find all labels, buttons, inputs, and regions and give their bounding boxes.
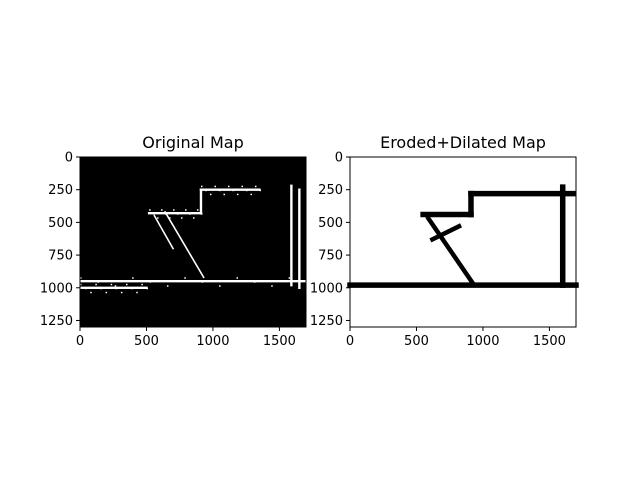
original-map-ytick-label: 1250 bbox=[40, 314, 73, 329]
original-map-speckle bbox=[250, 193, 252, 196]
panel-original-map: 0 500 1000 1500 0 250 500 750 1000 1250 Original M… bbox=[40, 133, 308, 349]
eroded-dilated-map-xtick-label: 500 bbox=[404, 334, 429, 349]
original-map-speckle bbox=[131, 287, 133, 290]
original-map-ytick-label: 750 bbox=[48, 249, 73, 264]
original-map-speckle bbox=[114, 285, 117, 287]
original-map-speckle bbox=[236, 277, 238, 279]
eroded-dilated-map-xtick-label: 0 bbox=[346, 334, 354, 349]
original-map-ytick-label: 250 bbox=[48, 183, 73, 198]
original-map-speckle bbox=[196, 209, 199, 211]
original-map-speckle bbox=[132, 277, 134, 279]
eroded-dilated-map-xtick-label: 1000 bbox=[466, 334, 499, 349]
original-map-image bbox=[80, 157, 306, 327]
original-map-speckle bbox=[227, 185, 230, 188]
original-map-speckle bbox=[136, 291, 138, 294]
original-map-speckle bbox=[209, 193, 212, 196]
original-map-speckle bbox=[201, 281, 204, 283]
original-map-speckle bbox=[80, 277, 82, 279]
original-map-speckle bbox=[177, 213, 179, 215]
original-map-speckle bbox=[161, 209, 163, 211]
original-map-speckle bbox=[232, 189, 234, 192]
original-map-speckle bbox=[166, 285, 169, 287]
eroded-dilated-map-ytick-label: 500 bbox=[318, 216, 343, 231]
eroded-dilated-map-ytick-label: 1250 bbox=[310, 314, 343, 329]
original-map-speckle bbox=[97, 281, 99, 283]
original-map-speckle bbox=[181, 217, 183, 219]
original-map-speckle bbox=[149, 209, 151, 211]
original-map-speckle bbox=[157, 217, 159, 219]
original-map-feature-diag bbox=[153, 214, 175, 250]
original-map-feature-diag bbox=[163, 210, 205, 279]
original-map-speckle bbox=[214, 185, 216, 188]
original-map-speckle bbox=[205, 189, 207, 192]
original-map-speckle bbox=[85, 287, 87, 290]
original-map-speckle bbox=[95, 283, 97, 286]
original-map-speckle bbox=[173, 209, 175, 211]
original-map-ytick-label: 0 bbox=[65, 151, 73, 166]
eroded-dilated-map-image bbox=[350, 157, 576, 327]
original-map-speckle bbox=[110, 283, 113, 286]
original-map-frame bbox=[79, 156, 307, 328]
original-map-speckle bbox=[236, 193, 239, 196]
original-map-speckle bbox=[253, 281, 256, 283]
original-map-speckle bbox=[153, 213, 155, 215]
original-map-speckle bbox=[306, 281, 308, 283]
eroded-dilated-map-feature-diag bbox=[425, 215, 476, 286]
original-map-xtick-label: 1500 bbox=[263, 334, 296, 349]
eroded-dilated-map-ytick-label: 0 bbox=[335, 151, 343, 166]
original-map-xtick-label: 500 bbox=[134, 334, 159, 349]
original-map-speckle bbox=[126, 283, 128, 286]
original-map-speckle bbox=[200, 185, 203, 188]
original-map-speckle bbox=[185, 209, 187, 211]
original-map-speckle bbox=[254, 185, 257, 188]
original-map-speckle bbox=[105, 291, 108, 294]
original-map-xtick-label: 1000 bbox=[196, 334, 229, 349]
original-map-speckle bbox=[184, 277, 186, 279]
original-map-title: Original Map bbox=[142, 133, 243, 152]
original-map-speckle bbox=[219, 285, 221, 287]
eroded-dilated-map-frame bbox=[349, 156, 577, 328]
eroded-dilated-map-xtick-label: 1500 bbox=[533, 334, 566, 349]
eroded-dilated-map-title: Eroded+Dilated Map bbox=[380, 133, 546, 152]
eroded-dilated-map-ytick-label: 750 bbox=[318, 249, 343, 264]
original-map-speckle bbox=[189, 213, 191, 215]
original-map-speckle bbox=[245, 189, 248, 192]
original-map-speckle bbox=[165, 213, 167, 215]
original-map-speckle bbox=[120, 291, 123, 294]
original-map-ytick-label: 500 bbox=[48, 216, 73, 231]
eroded-dilated-map-ytick-label: 1000 bbox=[310, 281, 343, 296]
eroded-dilated-map-ytick-label: 250 bbox=[318, 183, 343, 198]
original-map-speckle bbox=[241, 185, 243, 188]
original-map-xtick-label: 0 bbox=[76, 334, 84, 349]
original-map-speckle bbox=[100, 287, 102, 290]
original-map-ytick-label: 1000 bbox=[40, 281, 73, 296]
original-map-speckle bbox=[146, 287, 148, 290]
original-map-speckle bbox=[149, 281, 152, 283]
original-map-speckle bbox=[271, 285, 273, 287]
original-map-speckle bbox=[80, 283, 82, 286]
original-map-speckle bbox=[115, 287, 118, 290]
panel-eroded-dilated-map: 0 500 1000 1500 0 250 500 750 1000 1250 Eroded+Dil… bbox=[310, 133, 579, 349]
original-map-speckle bbox=[288, 277, 291, 279]
original-map-speckle bbox=[141, 283, 143, 286]
original-map-speckle bbox=[193, 217, 195, 219]
original-map-speckle bbox=[259, 189, 261, 192]
original-map-speckle bbox=[169, 217, 171, 219]
original-map-speckle bbox=[200, 213, 203, 215]
original-map-speckle bbox=[223, 193, 225, 196]
eroded-dilated-map-feature-diag bbox=[429, 223, 463, 243]
original-map-speckle bbox=[218, 189, 221, 192]
original-map-speckle bbox=[90, 291, 92, 294]
